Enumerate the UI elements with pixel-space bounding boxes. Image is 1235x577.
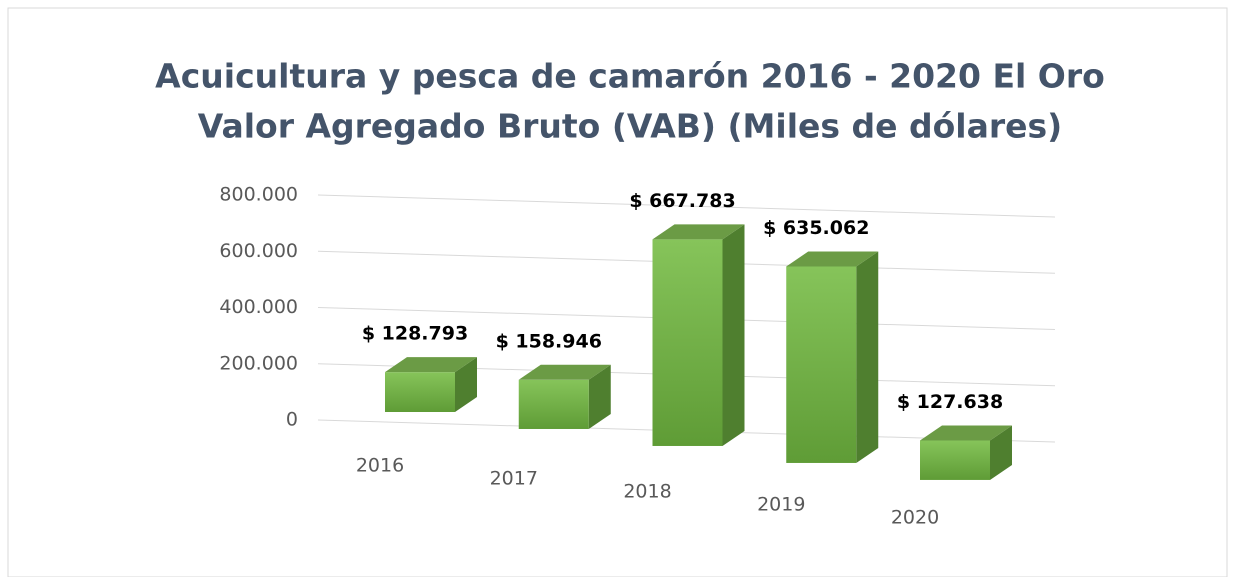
value-label: $ 667.783 bbox=[629, 190, 735, 212]
chart-frame bbox=[7, 7, 1228, 577]
value-label: $ 128.793 bbox=[362, 323, 468, 345]
bar bbox=[518, 379, 589, 429]
bars bbox=[385, 224, 1012, 480]
y-tick-label: 800.000 bbox=[219, 184, 298, 206]
x-tick-label: 2016 bbox=[356, 455, 404, 477]
bar-top bbox=[518, 364, 611, 380]
y-tick-label: 200.000 bbox=[219, 352, 298, 374]
grid-line bbox=[317, 194, 1056, 218]
chart-title: Valor Agregado Bruto (VAB) (Miles de dól… bbox=[198, 107, 1063, 146]
x-tick-label: 2018 bbox=[623, 480, 671, 502]
bar-top bbox=[385, 357, 477, 373]
x-tick-label: 2017 bbox=[490, 467, 538, 489]
y-tick-label: 0 bbox=[286, 409, 298, 431]
value-label: $ 635.062 bbox=[763, 217, 869, 239]
y-tick-label: 400.000 bbox=[219, 296, 298, 318]
bar-side bbox=[588, 364, 611, 429]
x-tick-label: 2019 bbox=[757, 493, 805, 515]
bar-side bbox=[990, 425, 1012, 480]
value-label: $ 158.946 bbox=[496, 330, 602, 352]
bar-top bbox=[920, 425, 1012, 441]
y-tick-label: 600.000 bbox=[219, 240, 298, 262]
bar-top bbox=[786, 251, 879, 267]
bar-side bbox=[455, 357, 477, 412]
bar-side bbox=[722, 224, 745, 446]
bar bbox=[652, 239, 723, 446]
bar bbox=[786, 266, 857, 463]
value-label: $ 127.638 bbox=[897, 391, 1003, 413]
bar-top bbox=[652, 224, 745, 240]
bar bbox=[385, 372, 455, 412]
bar bbox=[920, 440, 990, 480]
bar-side bbox=[856, 251, 879, 463]
x-tick-label: 2020 bbox=[891, 506, 939, 528]
chart-title: Acuicultura y pesca de camarón 2016 - 20… bbox=[155, 57, 1105, 96]
